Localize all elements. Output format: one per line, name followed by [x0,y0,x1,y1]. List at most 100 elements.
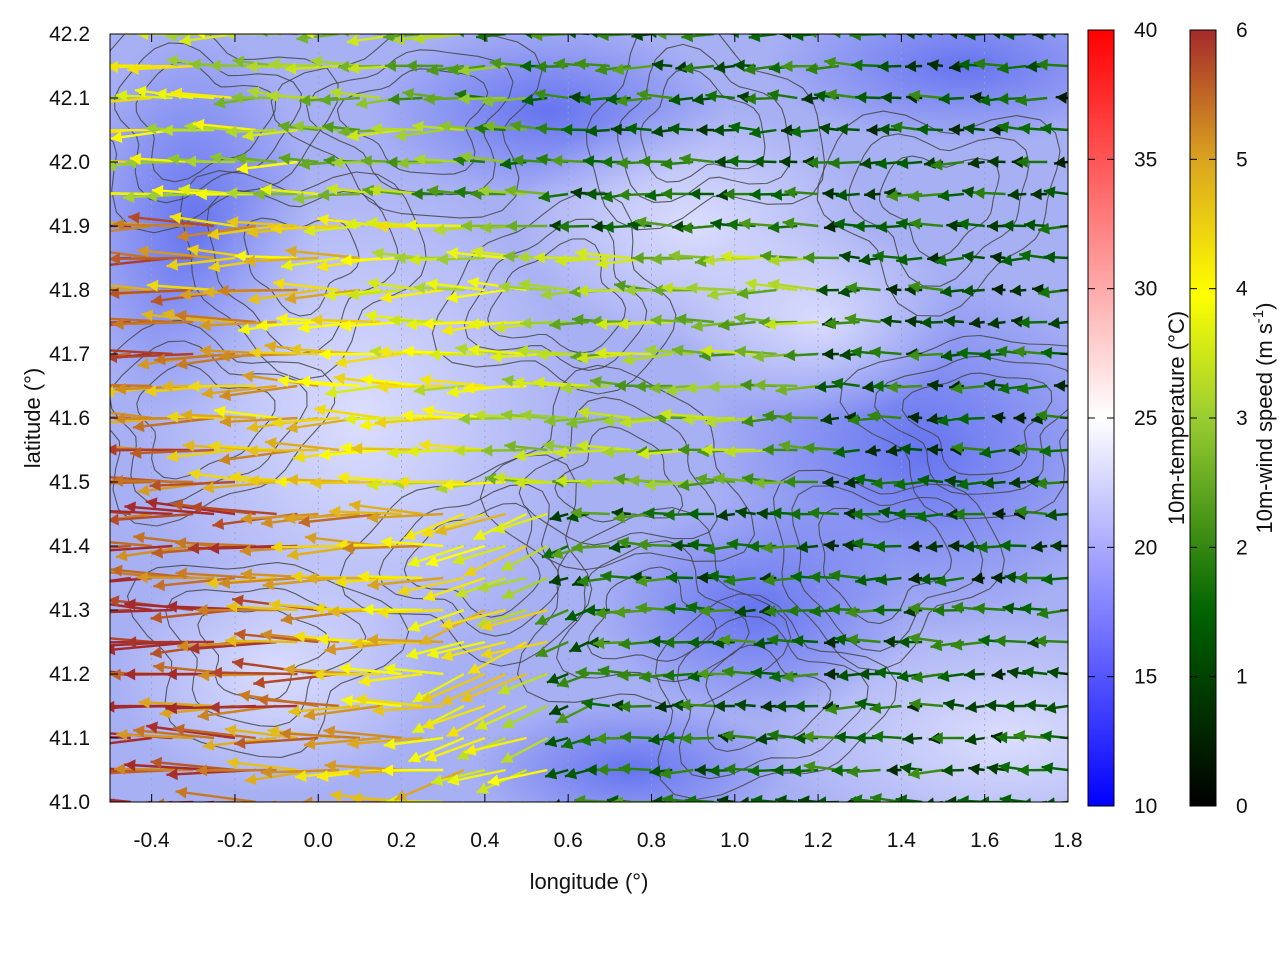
wind-vector [634,216,673,229]
wind-vector [600,570,631,583]
wind-vector [628,474,673,487]
wind-vector [801,92,819,105]
contour-line [110,320,336,527]
wind-vector [869,346,902,359]
wind-vector [687,508,714,520]
wind-vector [407,608,465,632]
contour-line [587,566,717,662]
wind-vector [141,309,215,324]
wind-vector [618,637,652,650]
wind-vector [825,703,860,715]
wind-vector [908,767,944,780]
wind-vector [500,800,506,802]
x-tick-label: 1.2 [803,829,832,852]
y-tick-label: 41.9 [49,215,90,238]
contour-line [487,238,627,354]
wind-vector [500,736,548,764]
wind-vector [110,317,173,324]
wind-vector [695,473,735,486]
wind-vector [246,444,319,457]
contour-line [114,42,302,204]
wind-vector [370,122,423,135]
wind-vector [635,602,673,615]
wind-vector [668,122,694,135]
wind-vector [926,412,944,425]
wind-vector [568,34,589,39]
wind-vector [116,728,194,741]
wind-vector [825,89,860,101]
wind-vector [796,541,819,553]
wind-vector [426,640,486,659]
wind-vector [851,59,881,72]
wind-vector [367,576,444,591]
wind-vector [671,539,694,552]
wind-vector [754,379,798,392]
contour-line [479,364,756,571]
colorbar-tick-label: 20 [1134,536,1157,559]
wind-vector [619,700,652,713]
wind-vector [464,736,527,756]
wind-vector [388,93,423,106]
wind-vector [854,574,881,586]
wind-vector [635,575,673,587]
wind-vector [712,124,735,137]
wind-vector [904,60,923,73]
wind-vector [803,442,839,455]
wind-vector [477,576,527,593]
wind-vector [501,576,548,600]
wind-vector [679,153,715,166]
wind-vector [110,130,111,132]
wind-vector [201,384,277,399]
wind-vector [425,544,486,567]
wind-vector [696,571,715,584]
y-tick-label: 41.7 [49,343,90,366]
wind-vector [253,188,298,201]
wind-vector [561,123,590,136]
wind-vector [767,89,798,102]
wind-vector [1043,186,1068,199]
wind-vector [475,704,527,730]
wind-vector [478,185,527,198]
wind-vector [262,34,298,38]
wind-vector [460,800,464,802]
wind-vector [782,670,819,683]
wind-vector [824,668,839,681]
wind-vector [833,34,860,39]
temperature-colorbar: 10 15 20 25 30 35 40 10m-temperature (°C) [1087,19,1189,818]
colorbar-tick-label: 2 [1236,536,1248,559]
wind-vector [659,408,715,421]
wind-vector [423,93,465,106]
wind-vector [149,479,236,492]
wind-vector [355,693,423,708]
wind-vector [565,416,610,429]
wind-vector [823,539,840,552]
wind-vector [343,34,381,38]
wind-vector [677,479,715,492]
wind-label-sup: -1 [1250,310,1267,323]
wind-vector [110,256,173,267]
wind-vector [110,512,194,526]
wind-vector [1044,701,1068,714]
wind-vector [376,381,444,394]
wind-vector [260,183,319,196]
wind-vector [828,157,860,169]
wind-vector [518,278,569,292]
wind-vector [907,411,923,424]
wind-vector [272,277,340,292]
wind-vector [436,253,485,266]
wind-vector [492,512,548,534]
wind-vector [305,34,360,39]
wind-vector [979,446,1006,459]
wind-vector [864,188,881,201]
wind-vector [843,476,860,489]
wind-vector [651,59,673,72]
wind-vector [681,62,715,75]
wind-vector [713,700,735,713]
wind-vector [741,473,777,485]
wind-vector [879,34,902,39]
wind-vector [802,730,839,743]
wind-vector [1038,222,1068,235]
wind-vector [137,245,215,260]
wind-vector [533,376,590,389]
wind-vector [277,34,319,37]
